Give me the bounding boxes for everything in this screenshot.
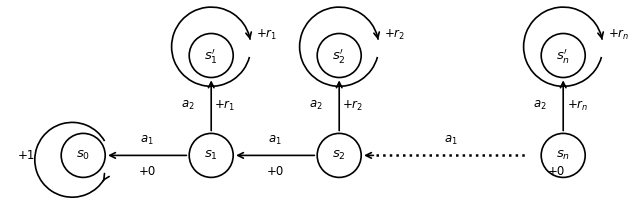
Text: $s_1$: $s_1$ [204, 149, 218, 162]
Text: $s_2$: $s_2$ [332, 149, 346, 162]
Circle shape [317, 34, 361, 77]
Text: $a_1$: $a_1$ [268, 133, 282, 147]
Text: +1: +1 [18, 149, 35, 162]
Text: $+r_n$: $+r_n$ [608, 28, 629, 42]
Text: $+r_1$: $+r_1$ [214, 98, 236, 113]
Text: $a_2$: $a_2$ [309, 99, 323, 112]
Text: $a_2$: $a_2$ [533, 99, 547, 112]
Text: +0: +0 [267, 165, 284, 178]
Text: $+r_2$: $+r_2$ [342, 98, 364, 113]
Text: $+r_1$: $+r_1$ [256, 28, 277, 42]
Text: $a_1$: $a_1$ [444, 133, 458, 147]
Text: $+r_2$: $+r_2$ [384, 28, 405, 42]
Circle shape [317, 133, 361, 177]
Circle shape [189, 34, 233, 77]
Text: $s_0$: $s_0$ [76, 149, 90, 162]
Text: $a_2$: $a_2$ [181, 99, 195, 112]
Text: $s_2'$: $s_2'$ [332, 46, 346, 65]
Text: $s_1'$: $s_1'$ [204, 46, 218, 65]
Text: +0: +0 [139, 165, 156, 178]
Circle shape [189, 133, 233, 177]
Text: $s_n$: $s_n$ [556, 149, 570, 162]
Circle shape [61, 133, 105, 177]
Text: +0: +0 [548, 165, 565, 178]
Text: $s_n'$: $s_n'$ [556, 46, 570, 65]
Circle shape [541, 133, 585, 177]
Text: $+r_n$: $+r_n$ [566, 98, 588, 113]
Circle shape [541, 34, 585, 77]
Text: $a_1$: $a_1$ [140, 133, 154, 147]
